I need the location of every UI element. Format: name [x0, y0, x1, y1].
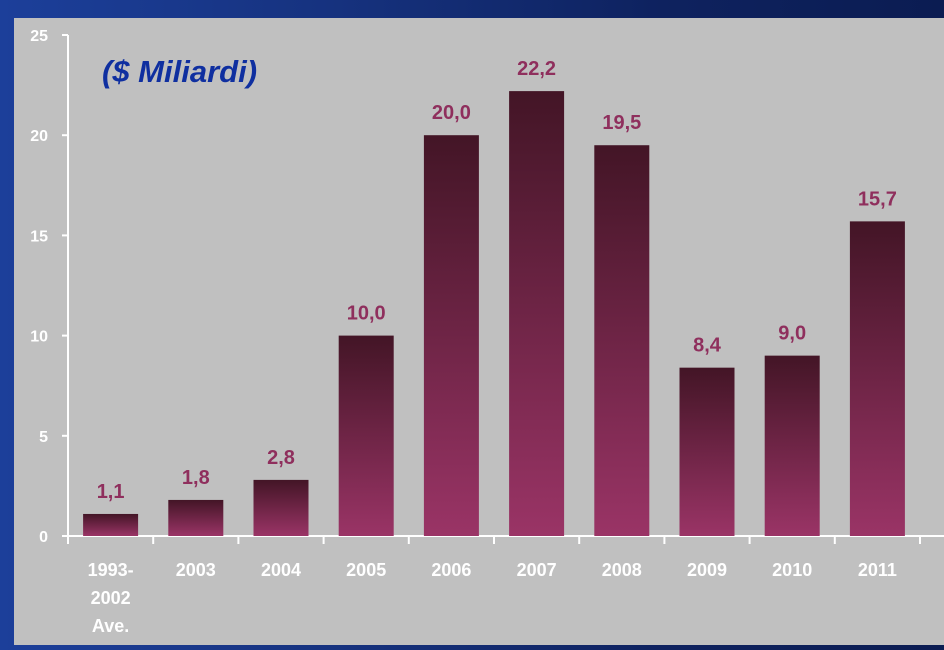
chart-subtitle: ($ Miliardi) — [102, 54, 257, 89]
x-tick-label: 2002 — [91, 588, 131, 608]
y-tick-label: 25 — [30, 28, 48, 45]
bar — [83, 513, 139, 536]
y-tick-label: 20 — [30, 128, 48, 145]
x-tick-label: 2006 — [431, 560, 471, 580]
bars: 1,1 1,8 2,8 10,0 20,0 22,2 19,5 8,4 9,0 15,7 — [83, 58, 905, 536]
x-tick-label: 2009 — [687, 560, 727, 580]
bar — [764, 355, 820, 536]
y-tick-label: 10 — [30, 329, 48, 346]
x-tick-label: 2011 — [858, 560, 897, 580]
data-label: 10,0 — [347, 303, 386, 325]
data-label: 1,1 — [97, 481, 125, 503]
bar — [509, 91, 565, 536]
bar — [168, 499, 224, 536]
data-label: 15,7 — [858, 188, 897, 210]
data-label: 20,0 — [432, 102, 471, 124]
data-label: 8,4 — [693, 335, 722, 357]
x-tick-label: 2004 — [261, 560, 301, 580]
x-tick-label: 1993- — [88, 560, 134, 580]
x-tick-label: 2005 — [346, 560, 386, 580]
data-label: 22,2 — [517, 58, 556, 80]
bar — [594, 145, 650, 536]
y-tick-label: 15 — [30, 228, 48, 245]
data-label: 2,8 — [267, 447, 295, 469]
x-tick-label: Ave. — [92, 616, 129, 636]
y-tick-label: 0 — [39, 529, 48, 546]
data-label: 9,0 — [778, 323, 806, 345]
plot-background — [14, 18, 944, 645]
bar — [423, 135, 479, 536]
data-label: 19,5 — [602, 112, 641, 134]
x-tick-label: 2008 — [602, 560, 642, 580]
y-axis: 0 5 10 15 20 25 — [30, 28, 69, 546]
y-tick-label: 5 — [39, 429, 48, 446]
x-tick-label: 2010 — [772, 560, 812, 580]
x-tick-label: 2007 — [517, 560, 557, 580]
bar — [253, 479, 309, 536]
bar — [679, 367, 735, 536]
bar — [849, 221, 905, 536]
bar — [338, 335, 394, 536]
data-label: 1,8 — [182, 467, 210, 489]
x-tick-label: 2003 — [176, 560, 216, 580]
